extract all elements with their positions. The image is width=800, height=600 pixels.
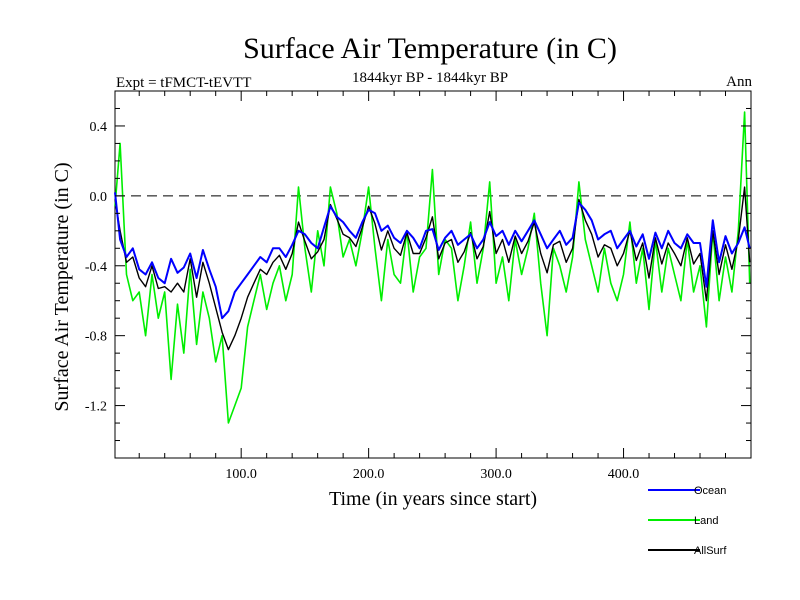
y-tick-label: -1.2 (85, 400, 107, 415)
y-tick-label: -0.8 (85, 330, 107, 345)
series-line-ocean (114, 192, 751, 320)
x-tick-label: 400.0 (608, 467, 640, 482)
chart-title: Surface Air Temperature (in C) (243, 32, 617, 65)
ticks-layer: 100.0 200.0 300.0 400.0 0.4 0.0 -0.4 -0.8 -1.2 (85, 91, 752, 482)
y-tick-label: 0.0 (90, 190, 108, 205)
series-line-land (114, 111, 751, 424)
plot-area: 100.0 200.0 300.0 400.0 0.4 0.0 -0.4 -0.8 -1.2 (85, 90, 752, 482)
x-tick-label: 100.0 (225, 467, 257, 482)
legend-label-land: Land (694, 515, 718, 527)
chart-subtitle: 1844kyr BP - 1844kyr BP (352, 70, 508, 86)
y-axis-label: Surface Air Temperature (in C) (51, 162, 73, 411)
legend-label-allsurf: AllSurf (694, 545, 727, 557)
x-tick-label: 300.0 (480, 467, 512, 482)
y-tick-label: 0.4 (90, 120, 108, 135)
plot-frame (114, 90, 752, 459)
header-right: Ann (726, 74, 752, 90)
x-axis-label: Time (in years since start) (329, 488, 537, 510)
series-layer (114, 111, 751, 424)
x-tick-label: 200.0 (353, 467, 385, 482)
legend-label-ocean: Ocean (694, 485, 726, 497)
legend: Ocean Land AllSurf (648, 485, 727, 557)
series-line-allsurf (114, 186, 751, 351)
y-tick-label: -0.4 (85, 260, 107, 275)
header-left: Expt = tFMCT-tEVTT (116, 75, 251, 91)
